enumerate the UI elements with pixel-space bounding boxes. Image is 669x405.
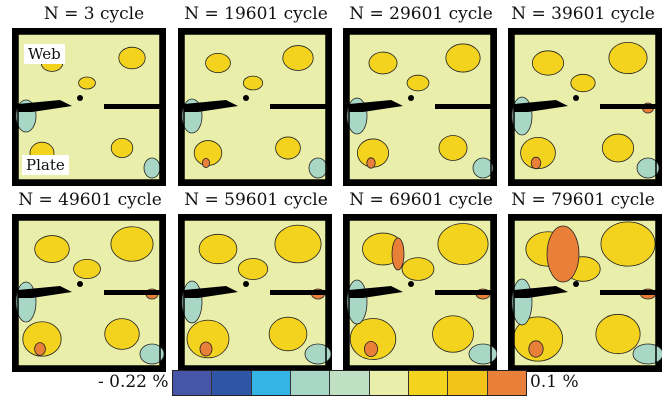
panel-title-5: N = 49601 cycle xyxy=(18,190,162,210)
panel-title-6: N = 59601 cycle xyxy=(184,190,328,210)
contour-panel-8 xyxy=(508,214,662,372)
contour-panel-3 xyxy=(343,28,497,186)
scale-segment xyxy=(251,371,291,395)
contour-panel-6 xyxy=(178,214,332,372)
contour-map xyxy=(15,219,165,367)
panel-title-8: N = 79601 cycle xyxy=(511,190,655,210)
contour-panel-4 xyxy=(508,28,662,186)
contour-map xyxy=(181,33,328,181)
scale-segment xyxy=(173,371,213,395)
panel-title-7: N = 69601 cycle xyxy=(349,190,493,210)
panel-title-2: N = 19601 cycle xyxy=(184,4,328,24)
contour-panel-2 xyxy=(178,28,332,186)
scale-max-label: 0.1 % xyxy=(530,372,579,392)
contour-map xyxy=(346,33,494,181)
contour-map xyxy=(181,219,332,367)
contour-panel-5 xyxy=(12,214,166,372)
scale-segment xyxy=(290,371,331,395)
panel-title-4: N = 39601 cycle xyxy=(511,4,655,24)
panel-title-3: N = 29601 cycle xyxy=(349,4,493,24)
scale-segment xyxy=(212,371,252,395)
contour-map xyxy=(511,219,662,367)
scale-segment xyxy=(487,371,526,395)
color-scale-bar xyxy=(172,370,527,396)
panel-title-1: N = 3 cycle xyxy=(43,4,145,24)
contour-map xyxy=(346,219,497,367)
plate-label: Plate xyxy=(22,155,69,175)
scale-segment xyxy=(408,371,449,395)
web-label: Web xyxy=(24,44,65,64)
scale-segment xyxy=(448,371,488,395)
contour-map xyxy=(511,33,660,181)
scale-min-label: - 0.22 % xyxy=(98,372,169,392)
contour-panel-7 xyxy=(343,214,497,372)
scale-segment xyxy=(369,371,409,395)
scale-segment xyxy=(330,371,370,395)
